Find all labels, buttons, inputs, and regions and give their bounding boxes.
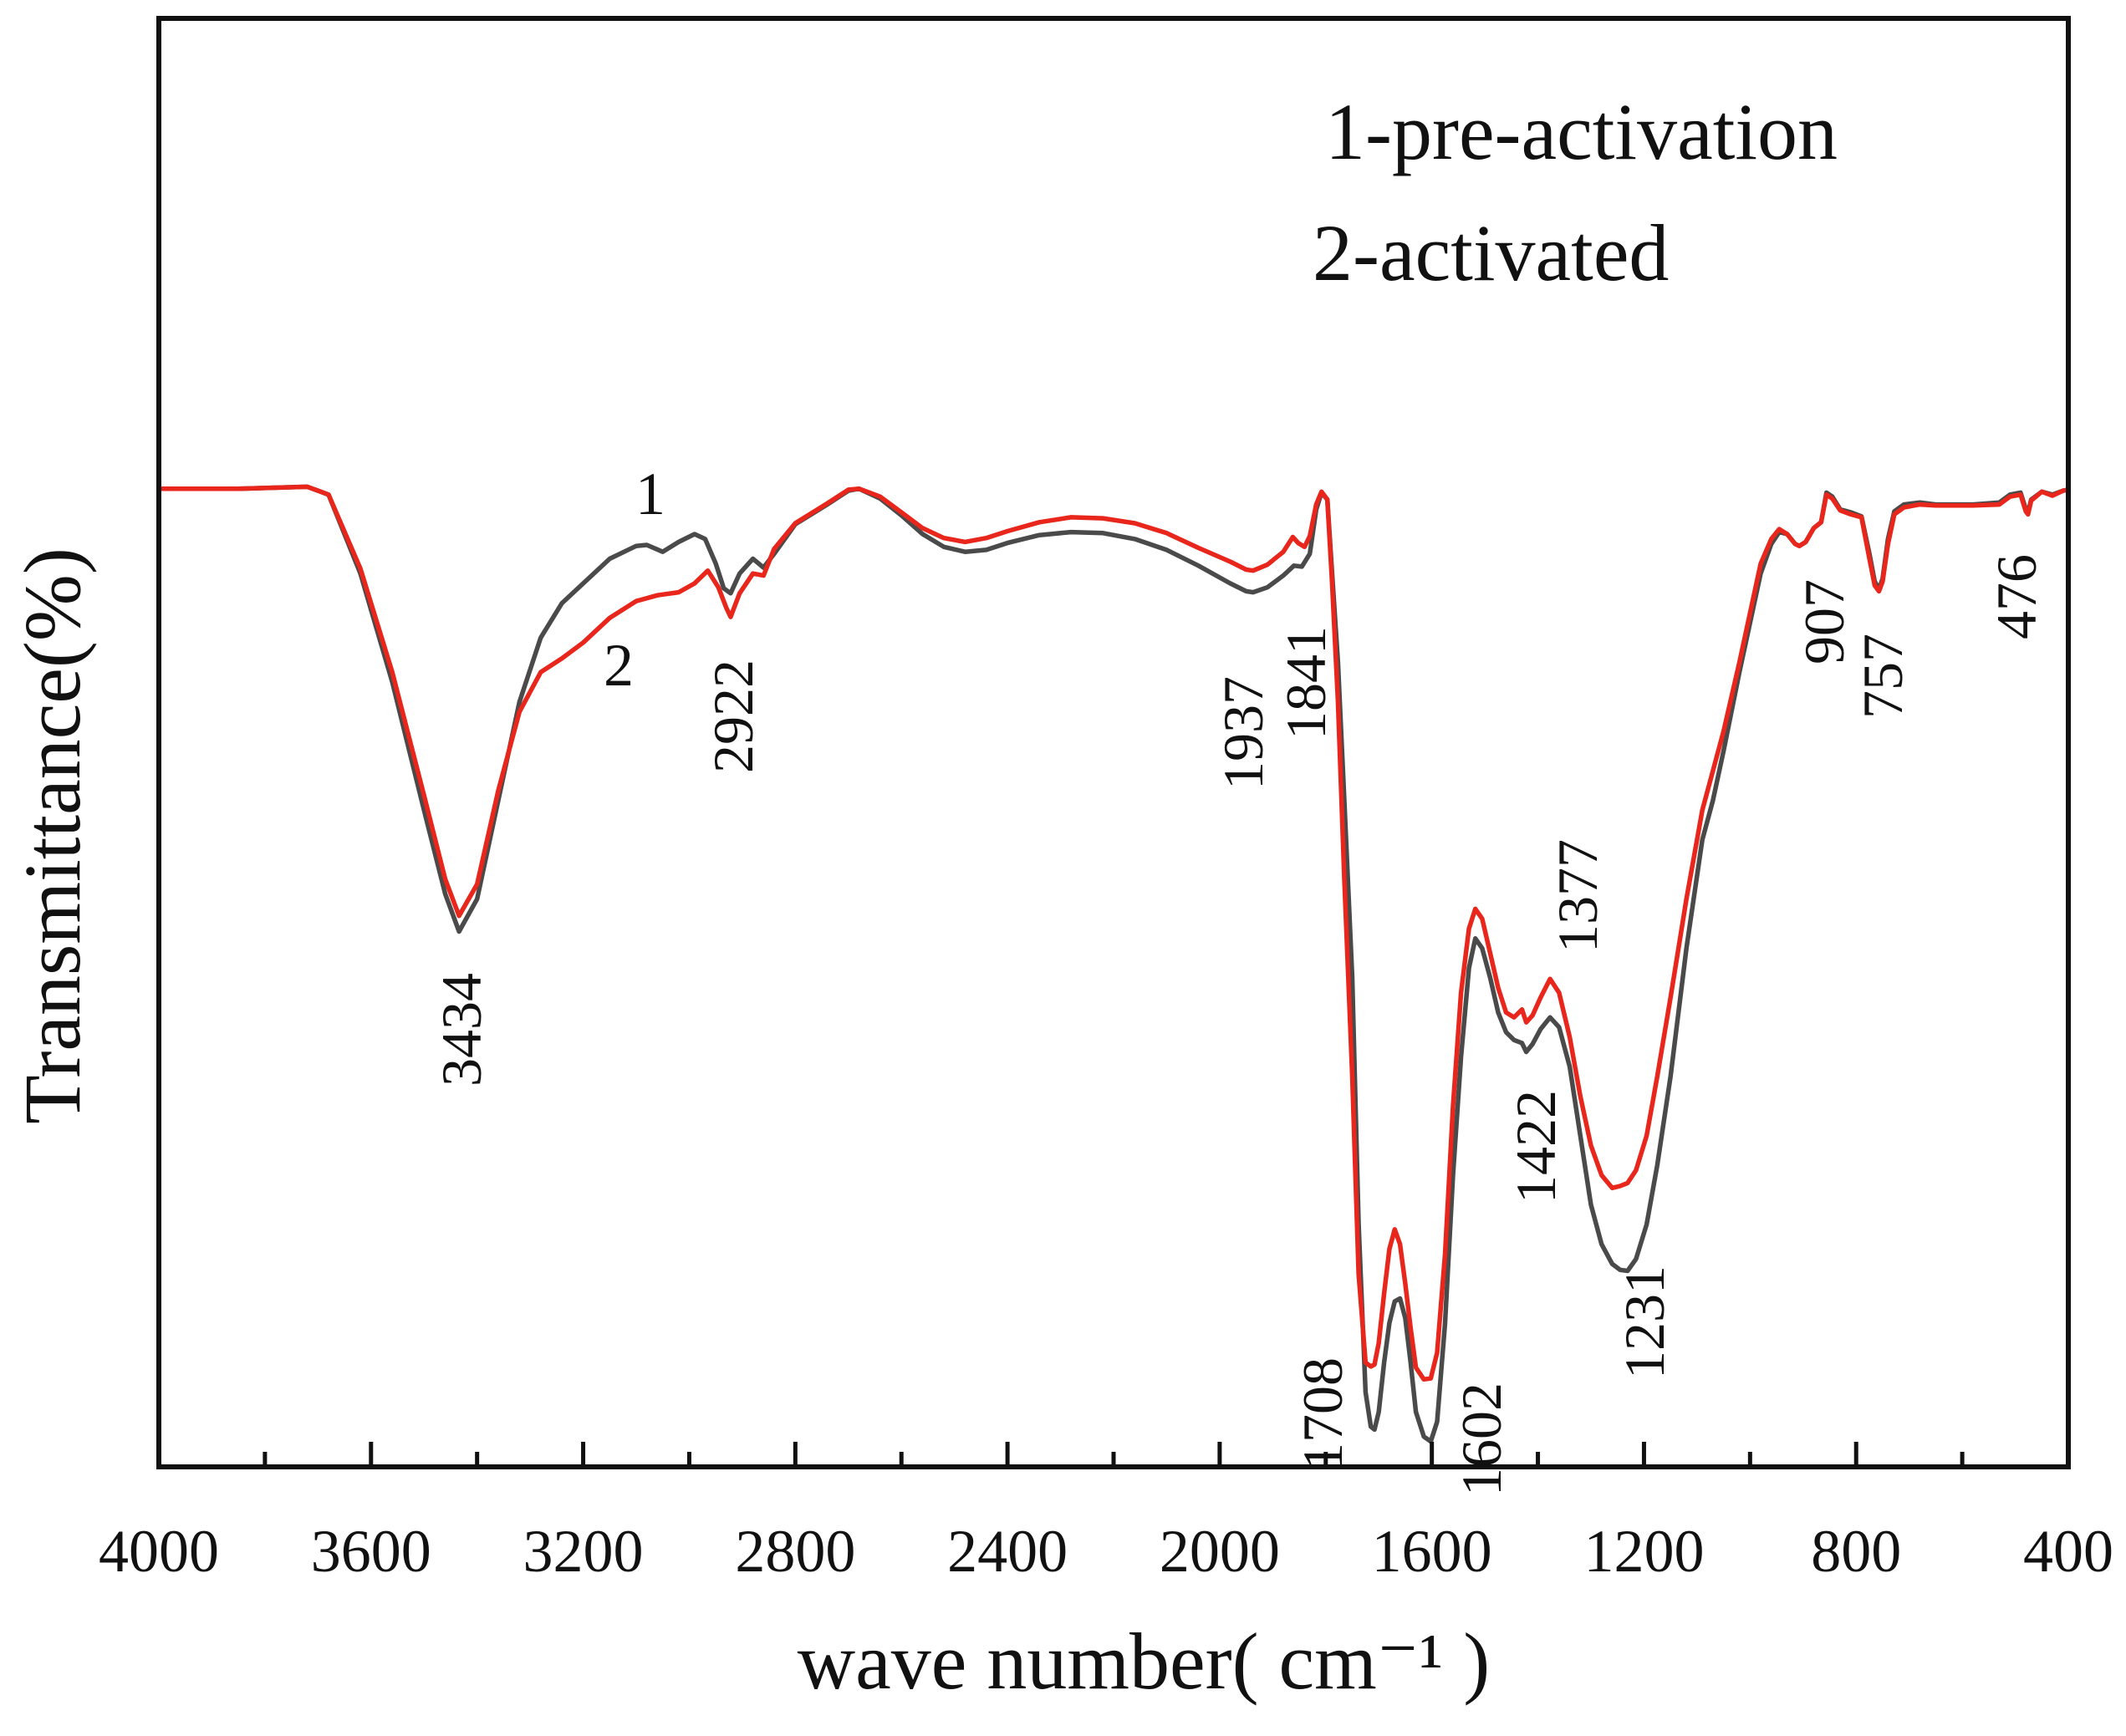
y-axis-title: Transmittance(%): [8, 547, 97, 1124]
peak-label-1708: 1708: [1291, 1357, 1354, 1471]
peak-label-1231: 1231: [1613, 1265, 1676, 1379]
x-tick-label-1600: 1600: [1372, 1518, 1492, 1585]
series-layer: [156, 484, 2071, 1444]
x-tick-label-4000: 4000: [99, 1518, 219, 1585]
curve-tag-2: 2: [604, 632, 634, 699]
peak-label-1422: 1422: [1504, 1090, 1568, 1204]
x-tick-label-2800: 2800: [735, 1518, 855, 1585]
peak-labels: 3434 2922 1937 1841 1708 1602 1422 1377 1231 9077…: [430, 554, 2048, 1496]
plot-frame: [156, 16, 2071, 1469]
x-tick-label-1200: 1200: [1583, 1518, 1704, 1585]
x-tick-label-2400: 2400: [947, 1518, 1068, 1585]
peak-label-1937: 1937: [1211, 676, 1275, 790]
peak-label-757: 757: [1851, 634, 1914, 719]
peak-label-476: 476: [1985, 554, 2048, 639]
x-tick-label-3200: 3200: [523, 1518, 644, 1585]
legend-line-1: 1-pre-activation: [1325, 87, 1838, 176]
peak-label-3434: 3434: [430, 973, 493, 1087]
x-tick-label-800: 800: [1811, 1518, 1901, 1585]
peak-label-1602: 1602: [1450, 1382, 1513, 1496]
peak-label-2922: 2922: [701, 659, 765, 773]
peak-label-1841: 1841: [1274, 626, 1338, 740]
x-axis-ticks: 4000 3600 3200 2800 2400 2000 1600 1200 800 400: [99, 1442, 2113, 1585]
peak-label-907: 907: [1792, 579, 1856, 664]
x-axis-title: wave number( cm⁻¹ ): [798, 1616, 1490, 1706]
curve-tag-1: 1: [635, 461, 665, 527]
series-line-1: [156, 484, 2071, 1444]
series-line-2: [156, 484, 2071, 1382]
peak-label-1377: 1377: [1546, 839, 1609, 953]
legend-line-2: 2-activated: [1313, 208, 1669, 298]
x-tick-label-400: 400: [2023, 1518, 2113, 1585]
x-tick-label-3600: 3600: [311, 1518, 431, 1585]
x-tick-label-2000: 2000: [1160, 1518, 1280, 1585]
